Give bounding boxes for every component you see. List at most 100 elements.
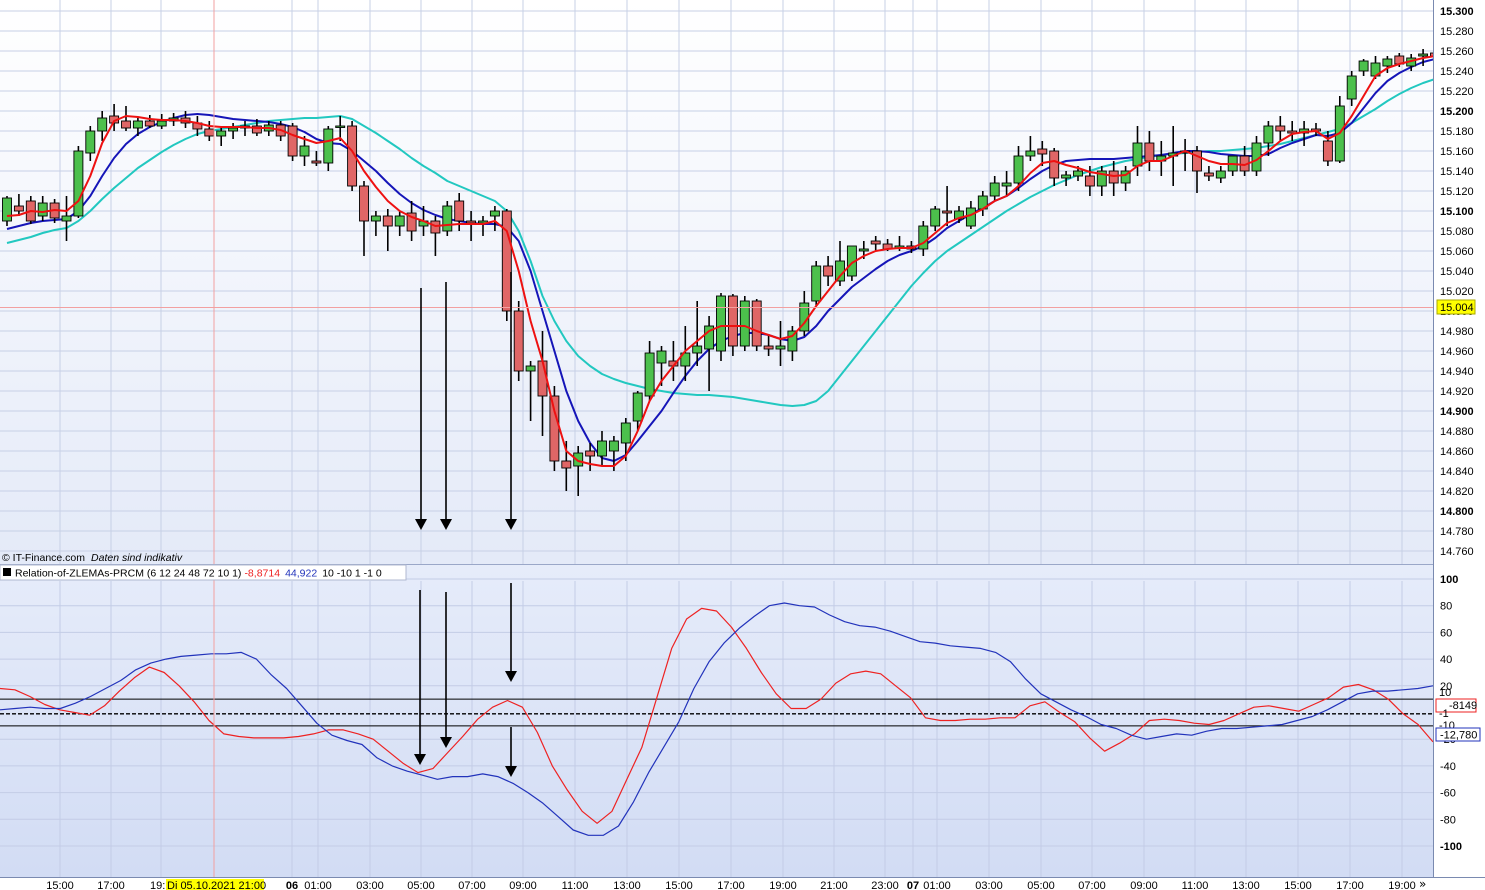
arrow-head (440, 519, 452, 530)
candle-bull (835, 260, 845, 282)
red-value-badge: -8149 (1449, 700, 1477, 712)
candle-bear (311, 160, 322, 164)
indicator-tick: -80 (1440, 814, 1456, 826)
time-tick: 03:00 (356, 880, 384, 890)
indicator-tick: 40 (1440, 654, 1452, 666)
candle-bull (1382, 58, 1393, 67)
price-tick: 15.020 (1440, 286, 1474, 298)
ema-fast-line (6, 55, 1433, 467)
arrow-head (440, 737, 452, 748)
price-tick: 15.280 (1440, 26, 1474, 38)
candle-bear (1049, 150, 1060, 179)
red-badge-bg (1435, 698, 1477, 713)
candle-bear (585, 450, 596, 457)
source-brand: © IT-Finance.com Daten sind indikativ (2, 552, 183, 564)
candle-bull (989, 182, 1000, 197)
scroll-right-button[interactable]: » (1419, 877, 1426, 890)
level-badge-upper: 10 (1439, 687, 1451, 699)
indicator-legend[interactable]: Relation-of-ZLEMAs-PRCM (6 12 24 48 72 1… (15, 568, 382, 580)
price-tick: 15.300 (1440, 6, 1474, 18)
candle-bull (335, 125, 346, 128)
time-tick: 21:00 (820, 880, 848, 890)
candle-bear (1144, 142, 1155, 162)
candlestick-series (2, 49, 1433, 496)
candle-bull (704, 325, 715, 350)
time-axis-background (0, 877, 1485, 890)
candle-bull (918, 225, 929, 250)
candle-bear (1322, 140, 1333, 162)
candle-bull (775, 345, 786, 350)
candle-bull (965, 207, 976, 227)
candle-bull (716, 295, 726, 352)
candle-bear (251, 125, 262, 134)
blue-badge-bg (1435, 727, 1481, 742)
price-tick: 14.780 (1440, 526, 1474, 538)
candle-bull (442, 205, 453, 232)
candle-bear (1203, 172, 1214, 177)
price-tick: 15.080 (1440, 226, 1474, 238)
candle-bull (1073, 170, 1083, 177)
time-tick: 17:00 (717, 880, 745, 890)
candle-bear (1275, 125, 1286, 132)
indicator-tick: 60 (1440, 627, 1452, 639)
time-tick: 05:00 (407, 880, 435, 890)
candle-bear (942, 210, 953, 214)
candle-bear (1084, 175, 1095, 187)
candle-bear (501, 210, 512, 312)
candle-bull (1096, 170, 1107, 187)
time-tick: 15:00 (665, 880, 693, 890)
candle-bear (466, 220, 477, 224)
price-tick: 14.980 (1440, 326, 1474, 338)
oscillator-blue-path (0, 602, 1433, 836)
candle-bull (608, 440, 619, 452)
ema-mid-path (6, 58, 1433, 462)
candle-bull (1061, 174, 1072, 179)
level-badge-mid: -1 (1439, 708, 1449, 720)
candle-bear (430, 220, 441, 234)
candle-bull (644, 352, 655, 397)
price-tick: 15.220 (1440, 86, 1474, 98)
candle-bull (811, 265, 822, 302)
arrow-head (415, 519, 427, 530)
candle-bear (513, 310, 524, 372)
time-tick: 06 (286, 880, 298, 890)
time-tick: 07:00 (458, 880, 486, 890)
blue-value-badge: -12,780 (1440, 730, 1477, 742)
price-tick: 15.120 (1440, 186, 1474, 198)
price-pane-background (0, 0, 1433, 564)
candle-bear (347, 125, 358, 187)
candle-bull (656, 350, 667, 364)
time-tick: 11:00 (562, 880, 589, 890)
time-tick: 09:00 (509, 880, 537, 890)
indicator-legend-box (0, 564, 407, 581)
candle-bull (73, 150, 84, 217)
candle-bull (156, 120, 167, 127)
candle-bear (763, 345, 774, 350)
time-tick: 17:00 (97, 880, 125, 890)
candle-bull (489, 210, 500, 217)
candle-bull (930, 208, 941, 227)
time-tick: 19: (150, 880, 165, 890)
candle-bull (573, 452, 584, 467)
ema-mid-line (6, 58, 1433, 462)
price-tick: 14.760 (1440, 546, 1474, 558)
candle-bear (144, 120, 155, 127)
candle-bull (1013, 155, 1024, 184)
time-tick: 15:00 (1284, 880, 1312, 890)
price-badge-bg (1436, 299, 1476, 315)
price-tick: 15.100 (1440, 206, 1474, 218)
candle-bull (692, 345, 703, 354)
indicator-legend-swatch[interactable] (3, 568, 11, 576)
price-tick: 15.160 (1440, 146, 1474, 158)
candle-bull (2, 197, 12, 222)
time-tick: 17:00 (1336, 880, 1364, 890)
candle-bull (132, 120, 143, 129)
price-tick: 15.060 (1440, 246, 1474, 258)
candle-bull (216, 130, 227, 137)
indicator-tick: -60 (1440, 788, 1456, 800)
candle-bull (394, 215, 405, 227)
time-tick: 01:00 (923, 880, 951, 890)
candle-bull (525, 365, 536, 372)
price-grid (0, 0, 1433, 564)
